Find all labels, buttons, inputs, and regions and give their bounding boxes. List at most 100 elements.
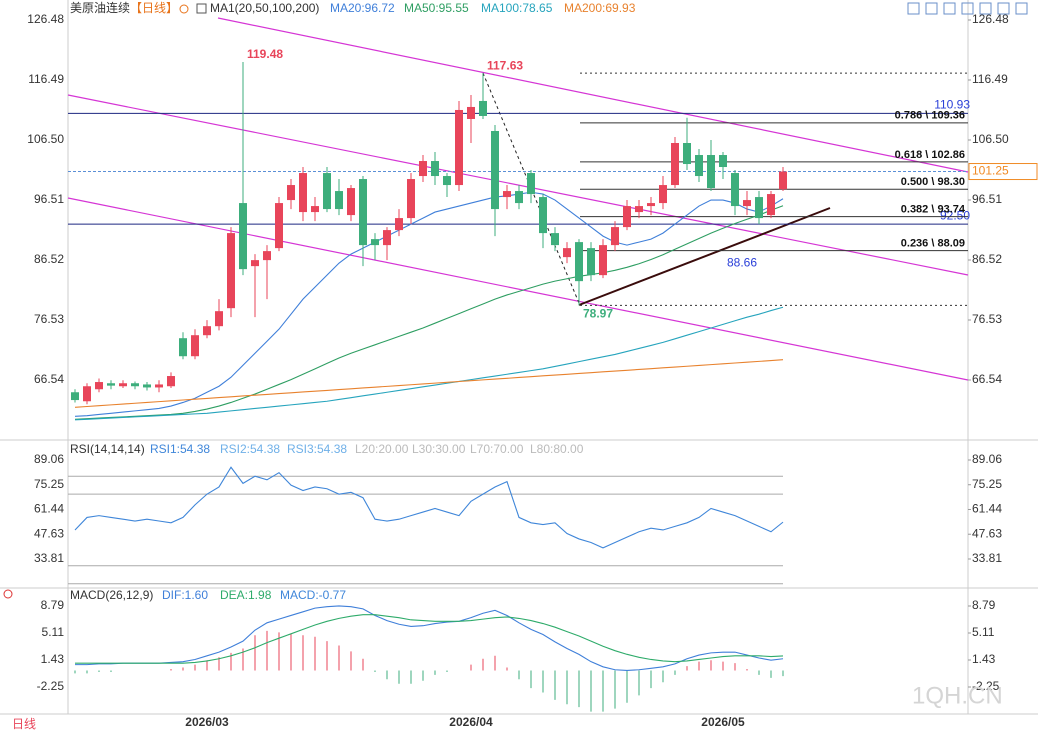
legend-entry: MA100:78.65: [481, 1, 553, 15]
candle-body: [779, 171, 787, 190]
candle-body: [647, 203, 655, 207]
tool-icon[interactable]: [925, 2, 938, 15]
legend-entry: MA20:96.72: [330, 1, 395, 15]
candle-body: [443, 176, 451, 186]
y-tick-label: 96.51: [972, 192, 1002, 206]
candle-body: [83, 386, 91, 402]
candle-body: [455, 109, 463, 186]
candle-body: [659, 185, 667, 204]
candle-body: [119, 383, 127, 387]
reference-label: 92.50: [940, 208, 970, 222]
legend-entry: L80:80.00: [530, 442, 584, 456]
y-tick-label: 96.51: [34, 192, 64, 206]
y-tick-label: 75.25: [972, 477, 1002, 491]
candle-body: [335, 191, 343, 210]
price-annotation: 117.63: [487, 58, 523, 72]
legend-entry: RSI2:54.38: [220, 442, 280, 456]
y-tick-label: 76.53: [34, 312, 64, 326]
y-tick-label: 126.48: [27, 12, 64, 26]
y-tick-label: 47.63: [972, 526, 1002, 540]
candle-body: [359, 179, 367, 246]
candle-body: [71, 392, 79, 401]
candle-body: [431, 161, 439, 177]
y-tick-label: 1.43: [972, 652, 996, 666]
y-tick-label: 116.49: [28, 72, 64, 86]
x-tick-label: 2026/03: [185, 715, 229, 729]
tool-icon[interactable]: [907, 2, 920, 15]
price-annotation: 119.48: [247, 47, 283, 61]
candle-body: [143, 384, 151, 388]
ma-line: [74, 205, 784, 420]
toolbar: [907, 2, 1028, 15]
y-tick-label: 47.63: [34, 526, 64, 540]
y-tick-label: 89.06: [34, 452, 64, 466]
ma-icon[interactable]: [196, 3, 207, 14]
dea-line: [75, 614, 784, 664]
y-tick-label: 66.54: [34, 372, 64, 386]
candle-body: [131, 383, 139, 387]
candle-body: [251, 260, 259, 267]
tool-icon[interactable]: [997, 2, 1010, 15]
fib-label: 0.236 \ 88.09: [901, 237, 965, 249]
candle-body: [383, 230, 391, 246]
fib-label: 0.500 \ 98.30: [901, 176, 965, 188]
macd-icon[interactable]: [3, 589, 13, 599]
candle-body: [635, 206, 643, 213]
y-tick-label: 116.49: [972, 72, 1008, 86]
y-tick-label: 126.48: [972, 12, 1009, 26]
candle-body: [155, 384, 163, 388]
tool-icon[interactable]: [1015, 2, 1028, 15]
tool-icon[interactable]: [979, 2, 992, 15]
rsi-title: RSI(14,14,14): [70, 442, 145, 456]
candle-body: [767, 194, 775, 216]
settings-icon[interactable]: [179, 4, 189, 14]
y-tick-label: 75.25: [34, 477, 64, 491]
y-tick-label: 8.79: [972, 598, 996, 612]
candle-body: [299, 173, 307, 213]
candle-body: [611, 227, 619, 246]
candle-body: [467, 106, 475, 119]
y-tick-label: 33.81: [972, 551, 1002, 565]
x-tick-label: 2026/05: [701, 715, 745, 729]
y-tick-label: 8.79: [41, 598, 65, 612]
candle-body: [551, 233, 559, 246]
instrument-title: 美原油连续: [70, 0, 130, 15]
tool-icon[interactable]: [943, 2, 956, 15]
y-tick-label: 106.50: [27, 132, 64, 146]
candle-body: [743, 200, 751, 207]
candle-body: [227, 233, 235, 309]
candle-body: [167, 376, 175, 387]
candle-body: [695, 155, 703, 177]
candle-body: [731, 173, 739, 207]
candle-body: [515, 191, 523, 204]
period[interactable]: 【日线】: [130, 1, 178, 15]
candle-body: [719, 155, 727, 168]
candle-body: [407, 179, 415, 219]
reference-label: 110.93: [934, 98, 970, 112]
y-tick-label: -2.25: [972, 679, 1000, 693]
last-price-label: 101.25: [972, 164, 1009, 178]
legend-entry: MACD:-0.77: [280, 588, 346, 602]
ma-line: [74, 359, 784, 408]
legend-entry: MA200:69.93: [564, 1, 636, 15]
candle-body: [179, 338, 187, 357]
channel-line: [217, 17, 969, 173]
fib-label: 0.382 \ 93.74: [901, 204, 966, 216]
period-tab[interactable]: 日线: [12, 717, 36, 731]
candle-body: [755, 197, 763, 219]
y-tick-label: 5.11: [972, 625, 995, 639]
candle-body: [275, 203, 283, 249]
candle-body: [683, 143, 691, 165]
rsi-line: [74, 466, 784, 549]
candle-body: [707, 155, 715, 189]
candle-body: [347, 188, 355, 216]
tool-icon[interactable]: [961, 2, 974, 15]
legend-entry: L20:20.00: [355, 442, 409, 456]
y-tick-label: 61.44: [34, 502, 64, 516]
x-tick-label: 2026/04: [449, 715, 493, 729]
legend-entry: RSI1:54.38: [150, 442, 210, 456]
candle-body: [239, 203, 247, 270]
fib-label: 0.618 \ 102.86: [895, 149, 965, 161]
y-tick-label: 33.81: [34, 551, 64, 565]
